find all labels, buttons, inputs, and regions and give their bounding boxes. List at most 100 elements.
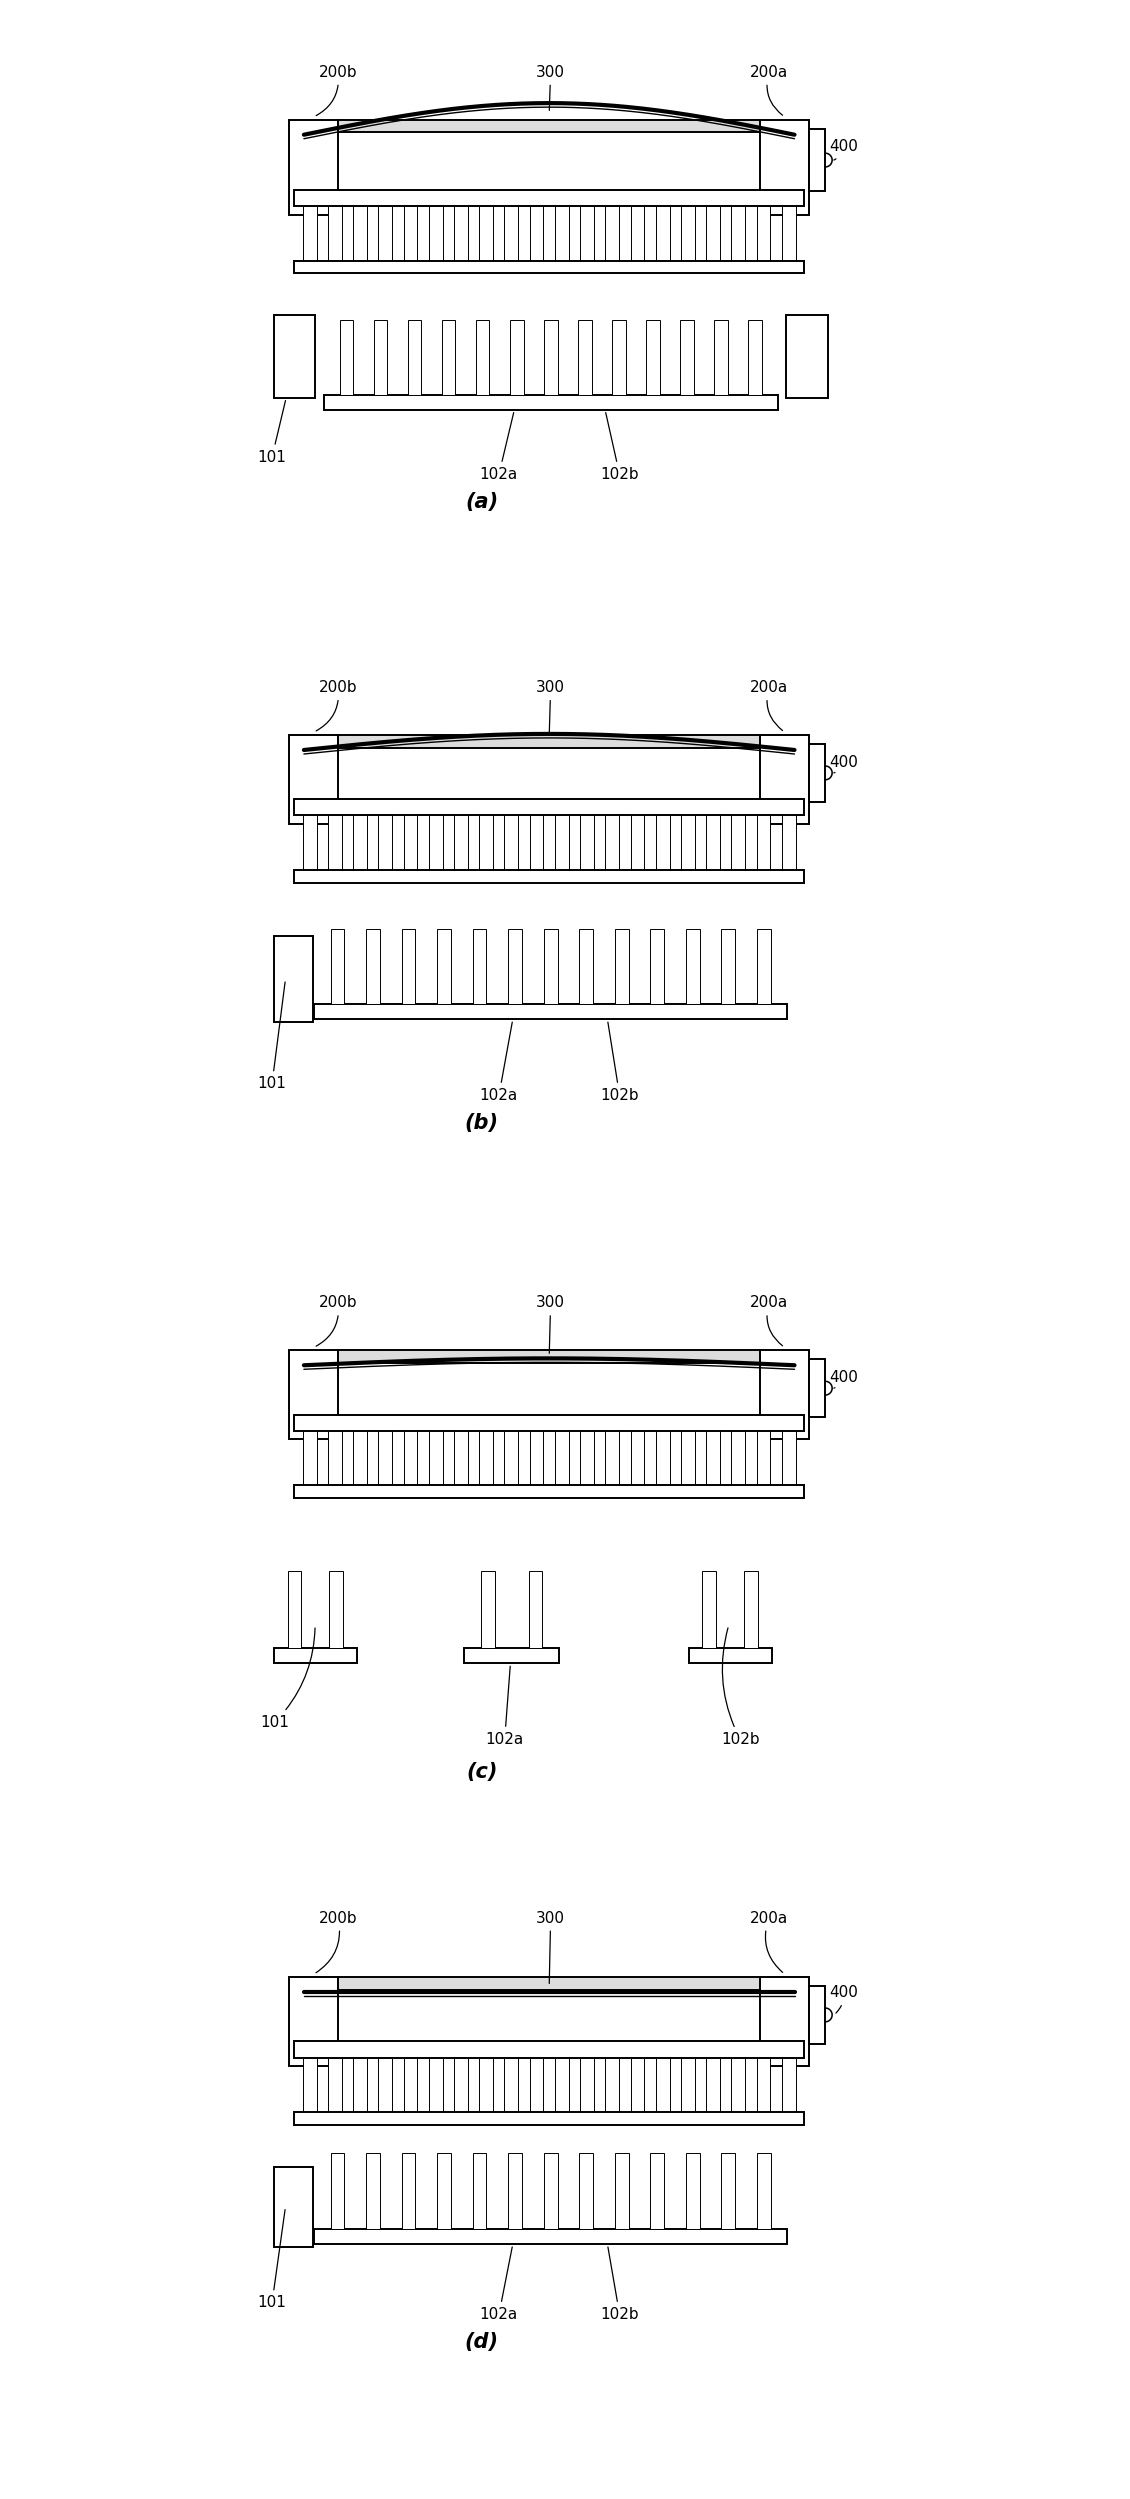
- Bar: [504, 815, 519, 870]
- Text: 300: 300: [536, 1912, 565, 1984]
- Bar: [454, 205, 468, 260]
- Bar: [464, 1649, 559, 1664]
- Bar: [606, 1432, 619, 1484]
- Bar: [354, 205, 367, 260]
- Bar: [530, 205, 544, 260]
- Bar: [328, 1432, 341, 1484]
- Text: 400: 400: [829, 755, 858, 772]
- Bar: [782, 1432, 796, 1484]
- Bar: [809, 1987, 825, 2044]
- Bar: [757, 2057, 771, 2112]
- Bar: [744, 1572, 758, 1649]
- Bar: [454, 815, 468, 870]
- Bar: [555, 205, 568, 260]
- Text: 300: 300: [536, 680, 565, 732]
- Bar: [681, 2057, 695, 2112]
- Bar: [338, 1977, 760, 1989]
- Bar: [294, 870, 805, 882]
- Bar: [476, 320, 489, 395]
- Bar: [331, 2154, 345, 2229]
- Bar: [401, 2154, 416, 2229]
- Bar: [354, 815, 367, 870]
- Bar: [681, 205, 695, 260]
- Bar: [731, 205, 746, 260]
- Bar: [366, 2154, 380, 2229]
- Bar: [760, 1977, 809, 2067]
- Bar: [294, 190, 805, 205]
- Bar: [580, 1432, 594, 1484]
- Text: 101: 101: [260, 1627, 315, 1729]
- Bar: [481, 1572, 495, 1649]
- Bar: [289, 735, 338, 825]
- Text: 400: 400: [829, 1369, 858, 1387]
- Bar: [580, 205, 594, 260]
- Bar: [530, 2057, 544, 2112]
- Text: 200a: 200a: [750, 680, 788, 730]
- Bar: [303, 815, 316, 870]
- Bar: [428, 1432, 443, 1484]
- Bar: [555, 2057, 568, 2112]
- Bar: [757, 930, 771, 1005]
- Bar: [428, 815, 443, 870]
- Text: 200a: 200a: [750, 65, 788, 115]
- Bar: [328, 2057, 341, 2112]
- Bar: [757, 1432, 771, 1484]
- Bar: [504, 205, 519, 260]
- Bar: [403, 205, 417, 260]
- Bar: [303, 1432, 316, 1484]
- Bar: [651, 2154, 664, 2229]
- Bar: [403, 815, 417, 870]
- Bar: [686, 2154, 699, 2229]
- Bar: [294, 800, 805, 815]
- Bar: [688, 1649, 772, 1664]
- Bar: [303, 205, 316, 260]
- Bar: [706, 2057, 720, 2112]
- Bar: [328, 205, 341, 260]
- Text: 200b: 200b: [316, 1912, 357, 1972]
- Bar: [731, 1432, 746, 1484]
- Bar: [544, 2154, 557, 2229]
- Text: 101: 101: [258, 400, 286, 465]
- Bar: [472, 930, 487, 1005]
- Bar: [681, 815, 695, 870]
- Bar: [289, 1349, 338, 1439]
- Text: 300: 300: [536, 1294, 565, 1354]
- Bar: [544, 930, 557, 1005]
- Bar: [479, 1432, 493, 1484]
- Text: 102a: 102a: [480, 2247, 518, 2322]
- Bar: [288, 1572, 302, 1649]
- Bar: [611, 320, 626, 395]
- Bar: [721, 930, 736, 1005]
- Bar: [809, 1359, 825, 1417]
- Bar: [706, 1432, 720, 1484]
- Bar: [338, 1349, 760, 1362]
- Text: 200a: 200a: [750, 1294, 788, 1347]
- Bar: [782, 2057, 796, 2112]
- Bar: [428, 2057, 443, 2112]
- Bar: [757, 815, 771, 870]
- Bar: [323, 395, 777, 410]
- Text: 200b: 200b: [316, 1294, 357, 1347]
- Text: 102b: 102b: [721, 1627, 759, 1747]
- Bar: [646, 320, 660, 395]
- Bar: [442, 320, 455, 395]
- Bar: [273, 937, 313, 1022]
- Bar: [294, 260, 805, 272]
- Bar: [294, 1414, 805, 1432]
- Bar: [314, 2229, 788, 2244]
- Bar: [289, 120, 338, 215]
- Text: 300: 300: [536, 65, 565, 110]
- Text: 102b: 102b: [600, 1022, 638, 1102]
- Bar: [606, 815, 619, 870]
- Text: (d): (d): [464, 2332, 498, 2352]
- Bar: [379, 815, 392, 870]
- Bar: [294, 1484, 805, 1497]
- Bar: [686, 930, 699, 1005]
- Bar: [655, 1432, 670, 1484]
- Text: 200b: 200b: [316, 680, 357, 730]
- Text: 101: 101: [258, 2209, 286, 2312]
- Bar: [314, 1005, 788, 1020]
- Bar: [651, 930, 664, 1005]
- Bar: [437, 2154, 451, 2229]
- Bar: [529, 1572, 542, 1649]
